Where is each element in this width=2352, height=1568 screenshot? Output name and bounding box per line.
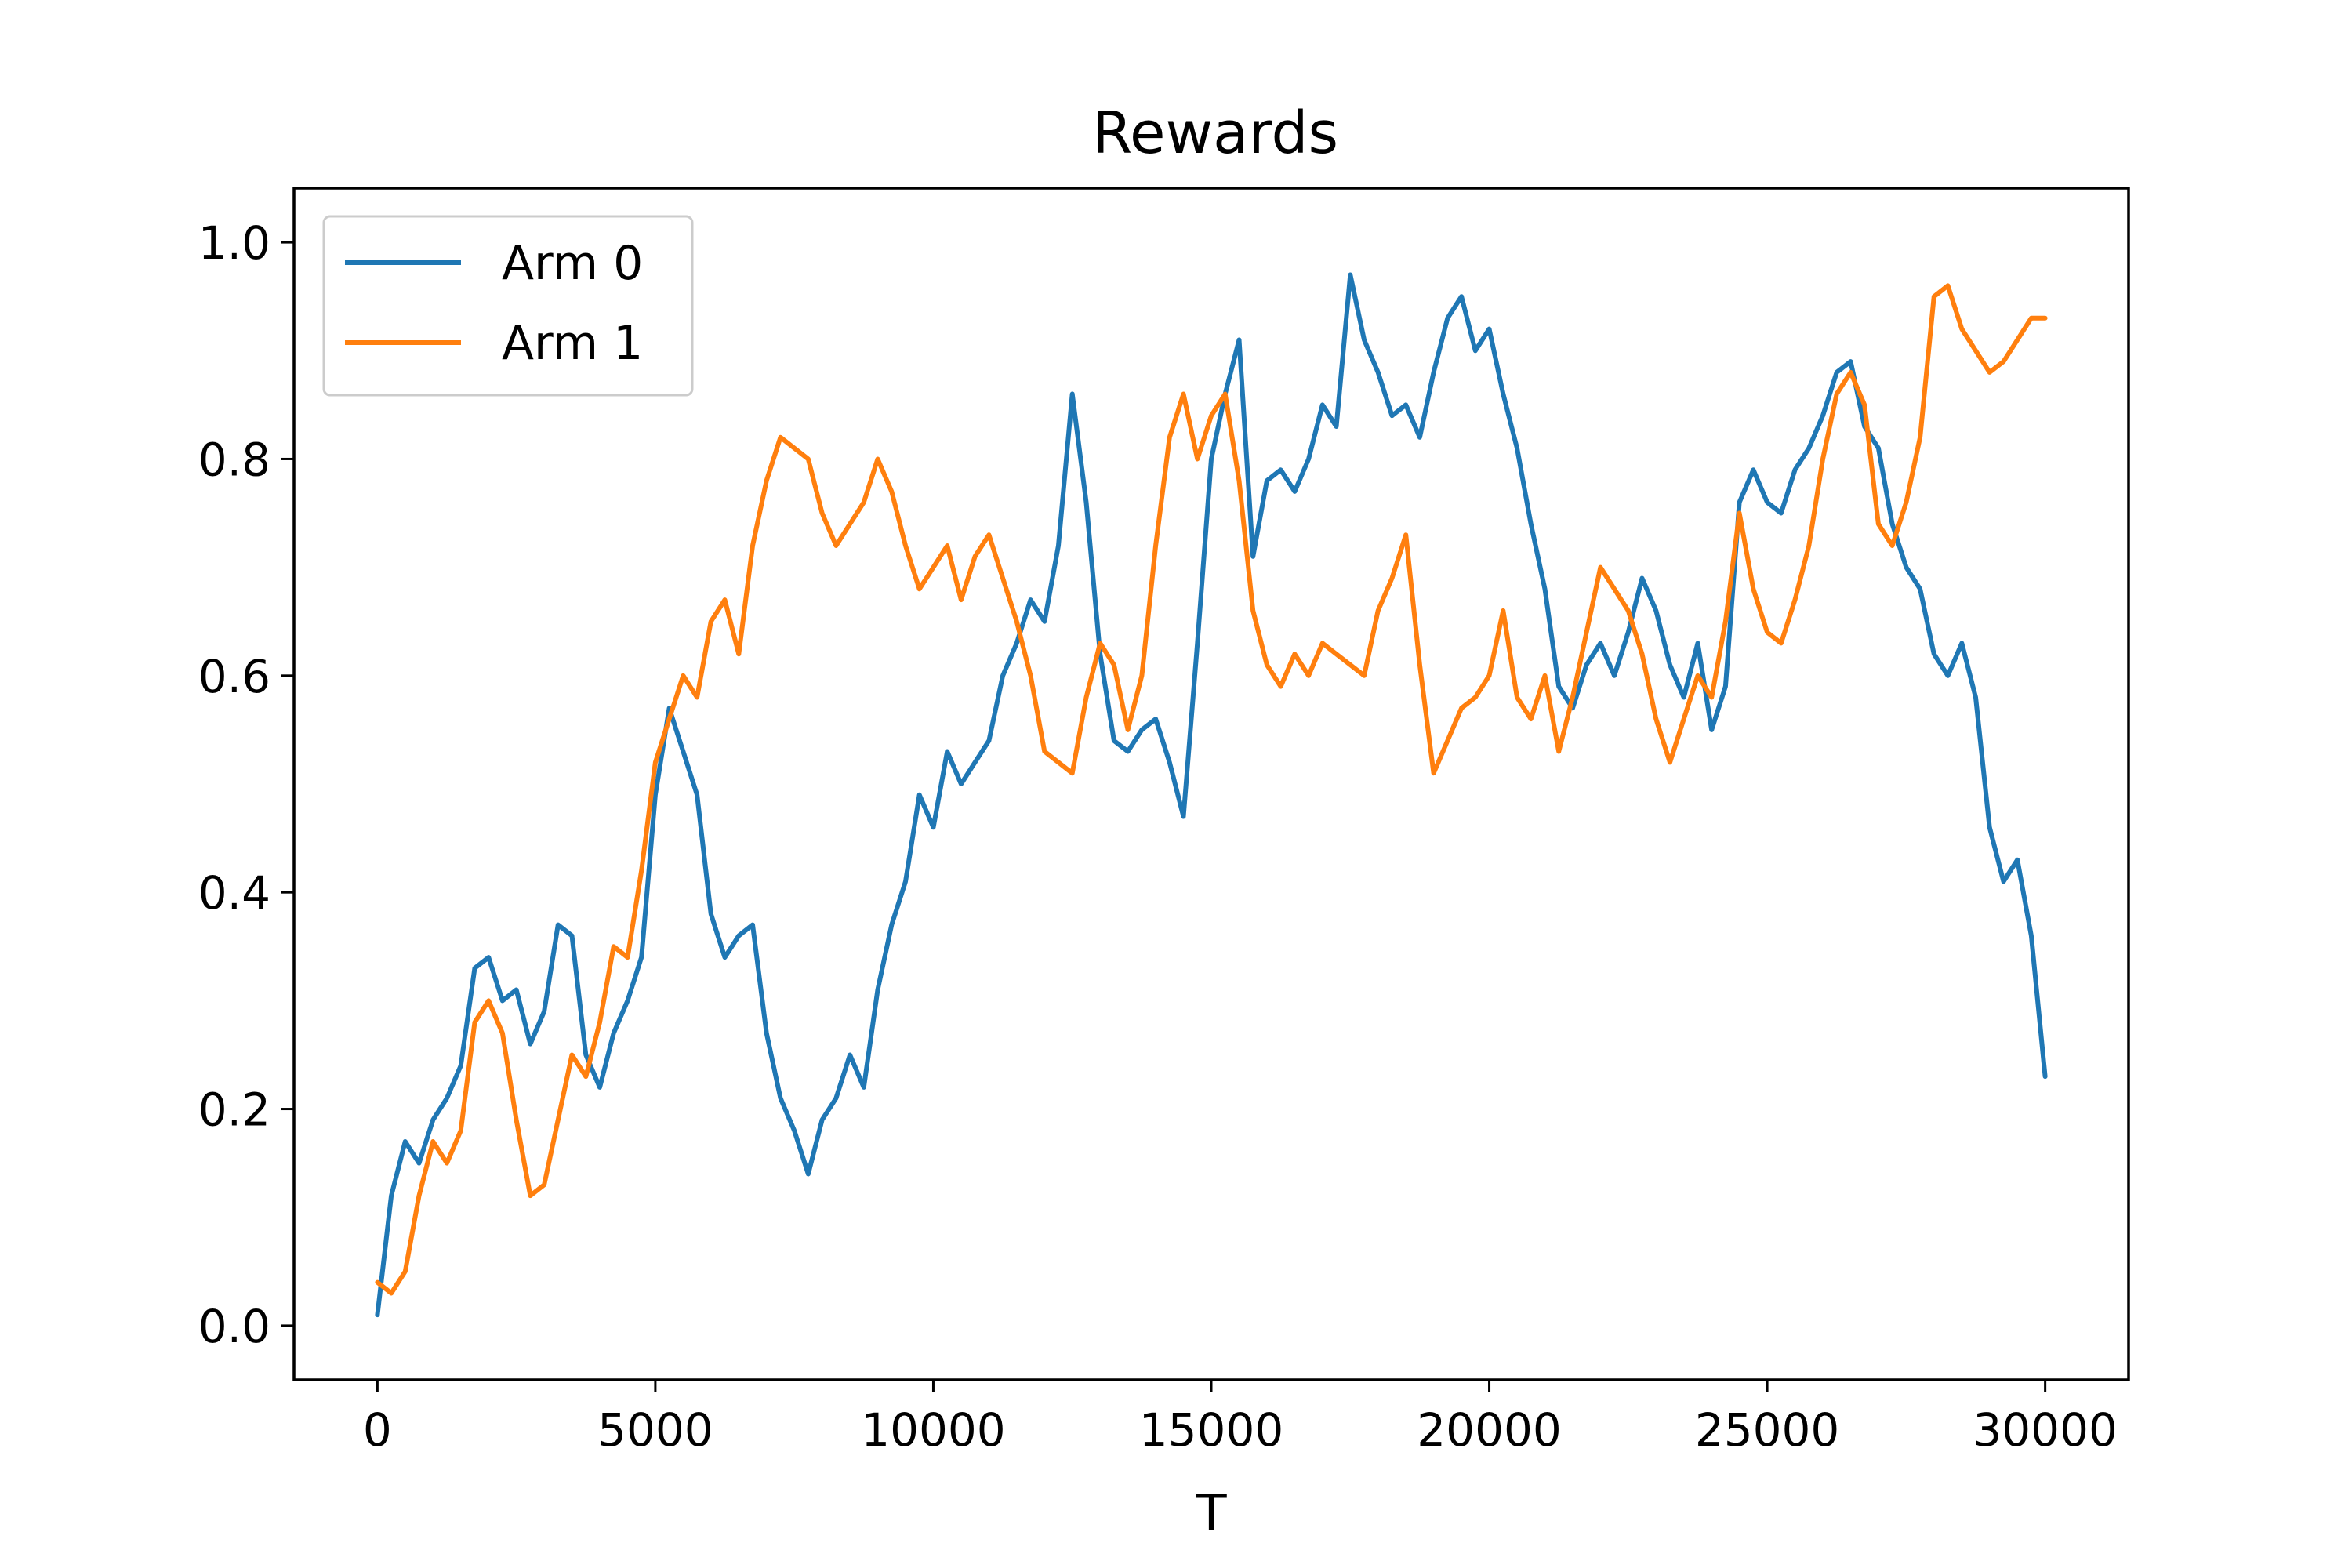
y-tick-label: 0.4: [198, 866, 270, 920]
series-line-arm-1: [375, 283, 2048, 1296]
legend-label-arm-0: Arm 0: [502, 236, 643, 291]
x-tick-label: 20000: [1417, 1403, 1562, 1457]
x-tick-label: 5000: [597, 1403, 713, 1457]
y-tick-label: 0.0: [198, 1300, 270, 1353]
x-axis-title: T: [1195, 1485, 1227, 1543]
y-axis: 0.0 0.2 0.4 0.6 0.8 1.0: [198, 216, 294, 1353]
x-tick-label: 15000: [1139, 1403, 1284, 1457]
y-tick-label: 0.6: [198, 650, 270, 703]
series-line-arm-0: [375, 272, 2048, 1318]
y-tick-label: 0.8: [198, 433, 270, 486]
y-tick-label: 1.0: [198, 216, 270, 270]
y-tick-label: 0.2: [198, 1083, 270, 1137]
legend-label-arm-1: Arm 1: [502, 316, 643, 371]
chart-title: Rewards: [1092, 100, 1338, 167]
x-tick-label: 0: [363, 1403, 392, 1457]
legend: Arm 0 Arm 1: [322, 215, 694, 397]
x-tick-label: 25000: [1695, 1403, 1840, 1457]
x-axis: 0 5000 10000 15000 20000 25000 30000: [363, 1380, 2118, 1457]
x-tick-label: 30000: [1973, 1403, 2118, 1457]
series-layer: [375, 272, 2048, 1318]
x-tick-label: 10000: [861, 1403, 1006, 1457]
